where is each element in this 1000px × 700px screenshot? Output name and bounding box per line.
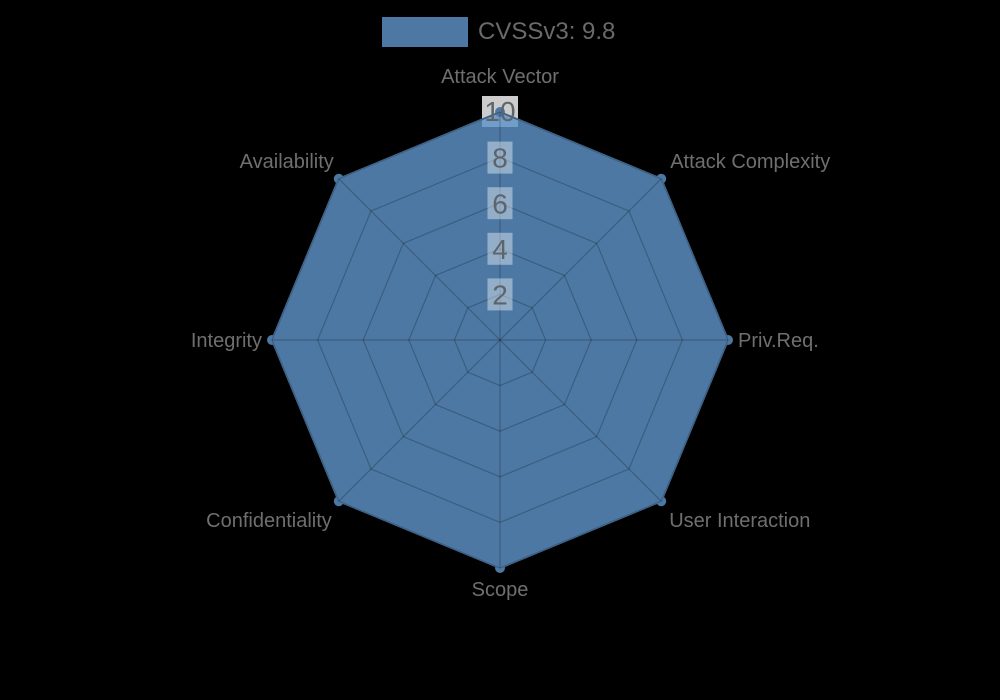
tick-label-4: 4 bbox=[492, 234, 508, 265]
axis-label-scope: Scope bbox=[472, 579, 529, 601]
axis-spoke bbox=[499, 339, 662, 502]
data-point-marker bbox=[656, 496, 667, 507]
axis-label-user-interaction: User Interaction bbox=[669, 510, 810, 532]
axis-label-availability: Availability bbox=[240, 151, 334, 173]
data-point-marker bbox=[495, 563, 505, 573]
tick-backdrop bbox=[487, 141, 513, 174]
tick-label-10: 10 bbox=[484, 96, 515, 127]
axis-spoke bbox=[499, 178, 662, 341]
axis-label-attack-vector: Attack Vector bbox=[441, 66, 559, 88]
axis-spoke bbox=[338, 339, 501, 502]
tick-backdrop bbox=[487, 187, 513, 220]
legend-label[interactable]: CVSSv3: 9.8 bbox=[478, 18, 616, 45]
data-point-marker bbox=[333, 173, 344, 184]
tick-backdrop bbox=[487, 278, 513, 311]
tick-backdrop bbox=[487, 232, 513, 265]
data-point-marker bbox=[656, 173, 667, 184]
axis-label-integrity: Integrity bbox=[191, 330, 262, 352]
grid-ring bbox=[453, 293, 547, 387]
axis-label-priv-req: Priv.Req. bbox=[738, 330, 819, 352]
tick-label-2: 2 bbox=[492, 279, 508, 310]
tick-label-8: 8 bbox=[492, 143, 508, 174]
grid-ring bbox=[271, 111, 729, 569]
legend: CVSSv3: 9.8 bbox=[382, 17, 615, 47]
grid-ring bbox=[316, 156, 684, 524]
tick-label-6: 6 bbox=[492, 188, 508, 219]
axis-spoke bbox=[338, 178, 501, 341]
axis-label-attack-complexity: Attack Complexity bbox=[670, 151, 830, 173]
axis-label-confidentiality: Confidentiality bbox=[206, 510, 332, 532]
grid-ring bbox=[362, 202, 638, 478]
data-point-marker bbox=[267, 335, 277, 345]
data-point-marker bbox=[723, 335, 733, 345]
legend-swatch[interactable] bbox=[382, 17, 468, 47]
grid-ring bbox=[408, 248, 592, 432]
data-point-marker bbox=[333, 496, 344, 507]
data-point-marker bbox=[495, 107, 505, 117]
